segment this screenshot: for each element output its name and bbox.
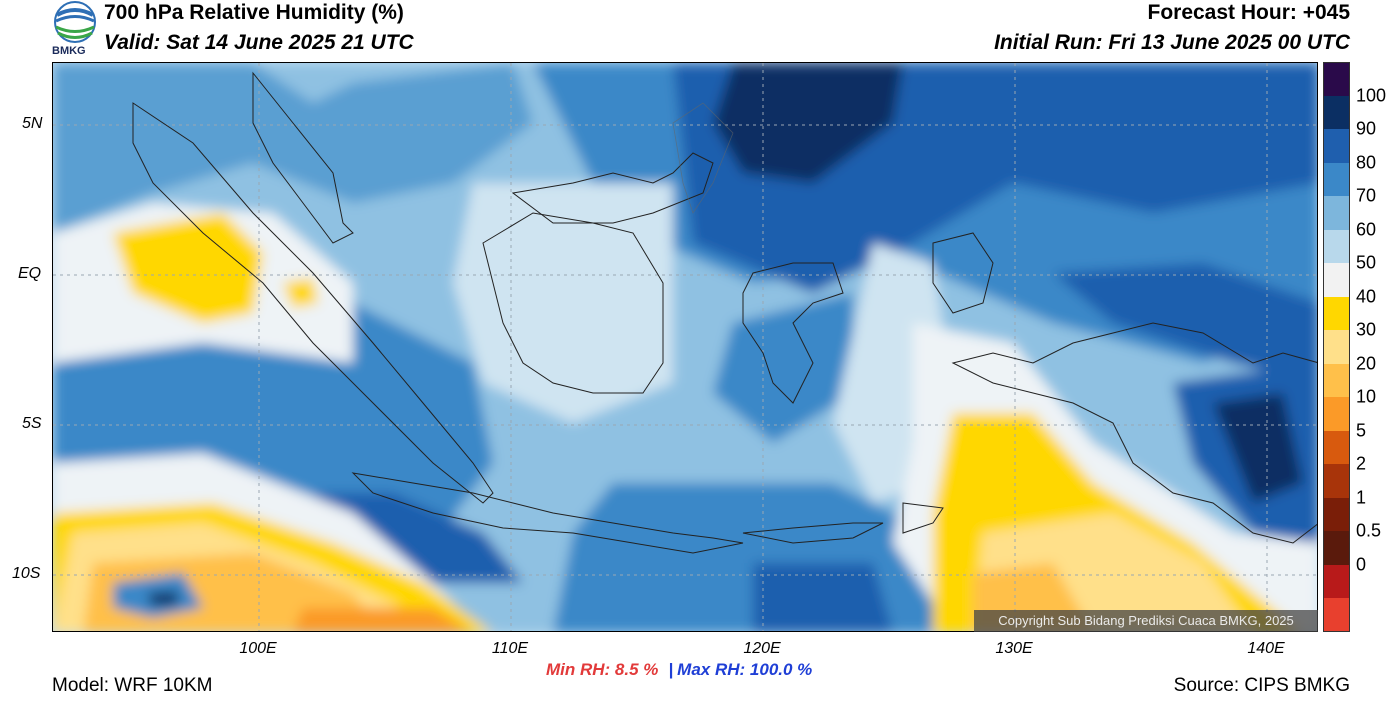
max-rh: Max RH: 100.0 % [677, 660, 813, 679]
colorbar-cell [1323, 531, 1350, 565]
colorbar-cell [1323, 397, 1350, 431]
colorbar-label: 1 [1356, 487, 1367, 508]
colorbar-cell [1323, 564, 1350, 599]
colorbar-label: 70 [1356, 185, 1377, 206]
colorbar [1323, 62, 1350, 632]
colorbar-label: 80 [1356, 152, 1377, 173]
colorbar-cell [1323, 464, 1350, 498]
lon-tick-120e: 120E [743, 640, 781, 657]
colorbar-label: 0.5 [1356, 520, 1382, 541]
model-label: Model: WRF 10KM [52, 675, 213, 696]
colorbar-label: 40 [1356, 286, 1377, 307]
colorbar-cell [1323, 430, 1350, 465]
colorbar-cell [1323, 598, 1350, 632]
forecast-hour: Forecast Hour: +045 [1147, 1, 1351, 24]
colorbar-cell [1323, 162, 1350, 197]
colorbar-label: 30 [1356, 319, 1377, 340]
source-label: Source: CIPS BMKG [1173, 675, 1350, 696]
colorbar-cell [1323, 263, 1350, 297]
min-rh: Min RH: 8.5 % [546, 660, 659, 679]
colorbar-label: 0 [1356, 554, 1367, 575]
colorbar-cell [1323, 363, 1350, 398]
lon-tick-130e: 130E [995, 640, 1033, 657]
lon-tick-140e: 140E [1247, 640, 1285, 657]
colorbar-label: 60 [1356, 219, 1377, 240]
colorbar-label: 2 [1356, 453, 1367, 474]
colorbar-label: 90 [1356, 118, 1377, 139]
colorbar-label: 10 [1356, 386, 1377, 407]
humidity-field [53, 63, 1317, 631]
lat-tick-5s: 5S [22, 415, 42, 432]
initial-run: Initial Run: Fri 13 June 2025 00 UTC [994, 31, 1350, 54]
colorbar-label: 20 [1356, 353, 1377, 374]
colorbar-cell [1323, 196, 1350, 230]
bmkg-logo [50, 0, 100, 60]
colorbar-label: 5 [1356, 420, 1367, 441]
colorbar-cell [1323, 62, 1350, 96]
coastlines [132, 71, 1317, 554]
gridlines [53, 63, 1317, 631]
humidity-map [52, 62, 1318, 632]
colorbar-cell [1323, 497, 1350, 532]
lon-tick-110e: 110E [491, 640, 529, 657]
colorbar-cell [1323, 296, 1350, 331]
colorbar-label: 50 [1356, 252, 1377, 273]
colorbar-cell [1323, 129, 1350, 163]
colorbar-cell [1323, 95, 1350, 130]
valid-time: Valid: Sat 14 June 2025 21 UTC [104, 31, 414, 54]
lat-tick-eq: EQ [18, 265, 42, 282]
colorbar-label: 100 [1356, 85, 1387, 106]
lat-tick-10s: 10S [12, 565, 41, 582]
colorbar-cell [1323, 229, 1350, 264]
lat-tick-5n: 5N [22, 115, 43, 132]
chart-title: 700 hPa Relative Humidity (%) [104, 1, 404, 24]
copyright-notice: Copyright Sub Bidang Prediksi Cuaca BMKG… [974, 610, 1318, 632]
lon-tick-100e: 100E [239, 640, 277, 657]
logo-text: BMKG [52, 45, 86, 57]
colorbar-cell [1323, 330, 1350, 364]
min-max-readout: Min RH: 8.5 % | Max RH: 100.0 % [546, 660, 812, 680]
separator: | [668, 660, 674, 679]
